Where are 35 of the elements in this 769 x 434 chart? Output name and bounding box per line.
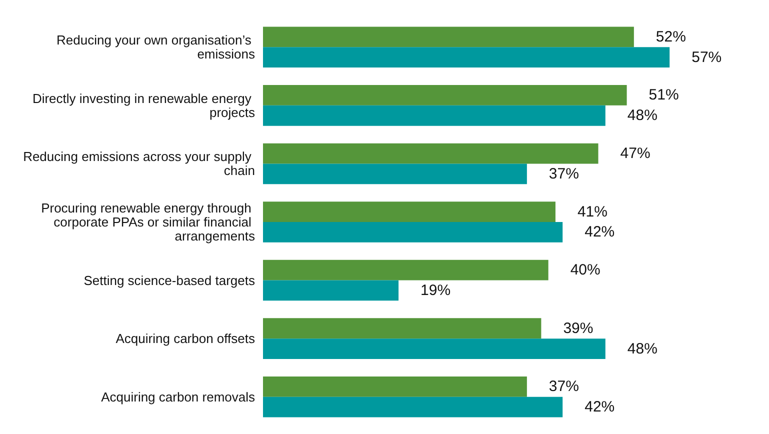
bar — [263, 396, 563, 418]
bar — [263, 164, 527, 184]
bar — [263, 105, 606, 126]
bar — [263, 143, 598, 164]
data-label: 39% — [563, 320, 594, 337]
bar — [263, 280, 399, 301]
y-tick-label: Reducing emissions across your supply chain — [23, 149, 255, 178]
data-label: 48% — [627, 107, 658, 124]
data-label: 42% — [584, 224, 615, 241]
bar — [263, 222, 563, 242]
y-tick-label: Procuring renewable energy through corporate PPAs or similar financial arrangements — [41, 200, 256, 244]
y-tick-label: Setting science-based targets — [84, 272, 256, 288]
data-label: 47% — [620, 145, 650, 162]
bar — [263, 202, 556, 222]
data-label: 42% — [584, 398, 615, 416]
y-tick-label: Reducing your own organisation’s emissions — [56, 32, 256, 62]
bar — [263, 338, 606, 359]
data-label: 51% — [648, 86, 679, 104]
y-tick-label: Acquiring carbon removals — [101, 389, 256, 404]
bar — [263, 376, 527, 397]
data-label: 57% — [692, 48, 722, 66]
data-label: 37% — [548, 378, 579, 396]
bar — [263, 318, 542, 339]
y-tick-label: Directly investing in renewable energy projects — [32, 90, 256, 120]
data-label: 48% — [627, 340, 658, 358]
bar — [263, 85, 627, 106]
data-label: 19% — [420, 282, 451, 299]
data-label: 37% — [548, 165, 579, 182]
bar — [263, 47, 670, 68]
bar — [263, 26, 634, 48]
bar — [263, 260, 548, 280]
y-tick-label: Acquiring carbon offsets — [116, 331, 256, 346]
data-label: 41% — [577, 203, 608, 220]
data-label: 40% — [570, 262, 600, 279]
data-label: 52% — [656, 28, 686, 46]
